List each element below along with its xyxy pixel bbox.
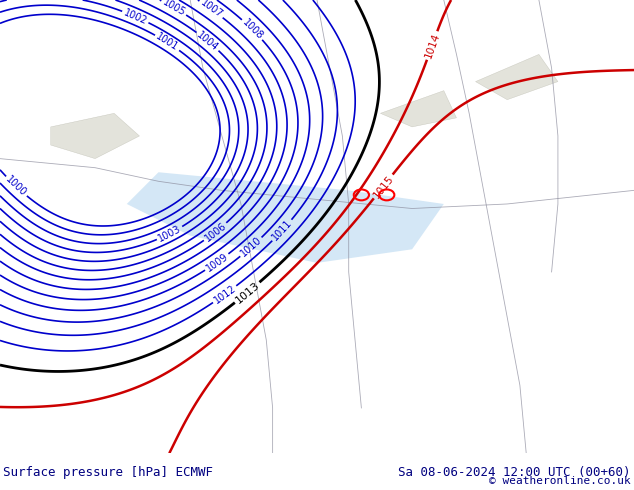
Text: 1015: 1015: [371, 173, 396, 200]
Text: © weatheronline.co.uk: © weatheronline.co.uk: [489, 476, 631, 486]
Text: 1014: 1014: [423, 31, 441, 60]
Text: Sa 08-06-2024 12:00 UTC (00+60): Sa 08-06-2024 12:00 UTC (00+60): [398, 466, 631, 479]
Polygon shape: [127, 172, 444, 263]
Text: 1010: 1010: [238, 235, 264, 259]
Text: 1007: 1007: [198, 0, 224, 21]
Text: 1004: 1004: [195, 29, 221, 53]
Polygon shape: [476, 54, 558, 100]
Text: Surface pressure [hPa] ECMWF: Surface pressure [hPa] ECMWF: [3, 466, 213, 479]
Text: 1011: 1011: [270, 218, 294, 243]
Text: 1013: 1013: [233, 280, 261, 305]
Text: 1003: 1003: [157, 223, 183, 244]
Text: 1006: 1006: [203, 220, 228, 244]
Text: 1002: 1002: [122, 7, 149, 26]
Text: 1009: 1009: [204, 251, 230, 273]
Text: 1005: 1005: [160, 0, 187, 18]
Text: 1012: 1012: [212, 283, 238, 306]
Text: 1008: 1008: [240, 17, 264, 42]
Text: 1000: 1000: [4, 174, 29, 198]
Polygon shape: [51, 113, 139, 159]
Polygon shape: [380, 91, 456, 127]
Text: 1001: 1001: [154, 32, 180, 53]
